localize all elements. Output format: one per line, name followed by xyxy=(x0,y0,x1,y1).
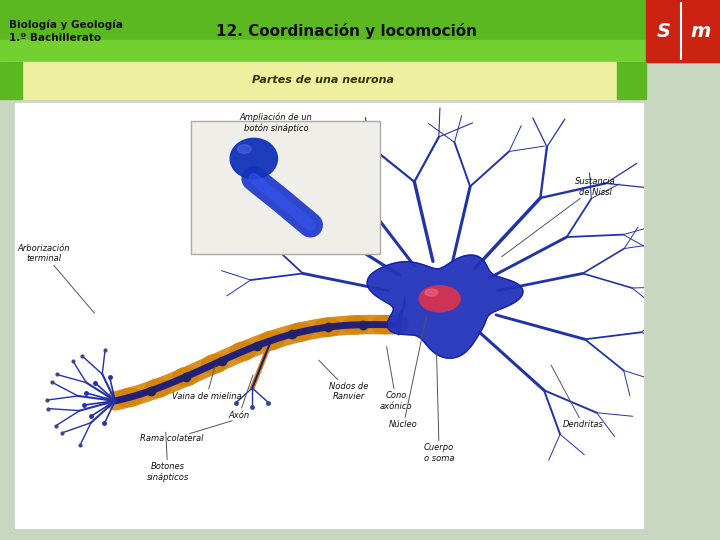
Text: Biología y Geología
1.º Bachillerato: Biología y Geología 1.º Bachillerato xyxy=(9,19,123,43)
Text: 12. Coordinación y locomoción: 12. Coordinación y locomoción xyxy=(216,23,477,39)
Ellipse shape xyxy=(145,379,171,397)
Text: Cuerpo
o soma: Cuerpo o soma xyxy=(424,354,454,463)
Ellipse shape xyxy=(238,145,251,153)
Text: Vaina de mielina: Vaina de mielina xyxy=(172,366,241,401)
Bar xyxy=(646,0,720,62)
Ellipse shape xyxy=(419,286,460,312)
Text: m: m xyxy=(690,22,711,40)
Ellipse shape xyxy=(230,342,256,361)
Text: Sustancia
de Nissl: Sustancia de Nissl xyxy=(502,177,616,256)
Bar xyxy=(191,120,380,254)
Ellipse shape xyxy=(230,138,277,179)
Ellipse shape xyxy=(343,316,369,334)
Bar xyxy=(617,62,646,99)
Ellipse shape xyxy=(173,367,199,386)
Ellipse shape xyxy=(258,332,284,350)
Text: Núcleo: Núcleo xyxy=(390,316,426,429)
Bar xyxy=(14,102,644,529)
Ellipse shape xyxy=(425,289,438,296)
Text: Dendritas: Dendritas xyxy=(552,366,603,429)
Text: Partes de una neurona: Partes de una neurona xyxy=(251,76,394,85)
Text: Rama colateral: Rama colateral xyxy=(140,421,233,443)
Text: Axón: Axón xyxy=(229,375,253,420)
Ellipse shape xyxy=(287,323,312,341)
Ellipse shape xyxy=(117,388,143,407)
Ellipse shape xyxy=(202,355,228,373)
Bar xyxy=(0,0,720,62)
Text: Botones
sinápticos: Botones sinápticos xyxy=(147,432,189,482)
Bar xyxy=(0,62,646,99)
Text: Ampliación de un
botón sináptico: Ampliación de un botón sináptico xyxy=(240,113,312,133)
Text: Cono
axónico: Cono axónico xyxy=(380,347,413,410)
Bar xyxy=(0,40,720,62)
Polygon shape xyxy=(367,255,523,358)
Polygon shape xyxy=(399,296,405,335)
Text: Arborización
terminal: Arborización terminal xyxy=(17,244,94,313)
Bar xyxy=(0,62,22,99)
Ellipse shape xyxy=(315,318,341,336)
Ellipse shape xyxy=(372,315,397,334)
Text: S: S xyxy=(657,22,670,40)
Text: Nodos de
Ranvier: Nodos de Ranvier xyxy=(319,360,369,401)
